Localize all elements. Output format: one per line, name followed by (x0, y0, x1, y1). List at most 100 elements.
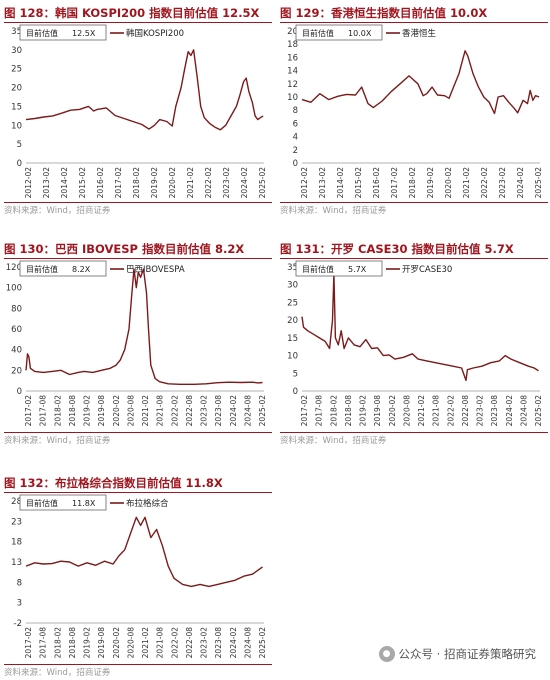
series-line (25, 268, 263, 386)
y-tick-label: 10 (287, 93, 298, 103)
chart-title: 图 128：韩国 KOSPI200 指数目前估值 12.5X (4, 6, 260, 20)
y-tick-label: 20 (11, 366, 22, 376)
series-line (25, 516, 263, 588)
x-tick-label: 2018-02 (329, 395, 338, 427)
x-tick-label: 2019-02 (426, 167, 435, 199)
legend-box-label: 目前估值 (26, 498, 58, 508)
y-tick-label: 0 (293, 387, 298, 397)
x-tick-label: 2023-08 (214, 395, 223, 427)
series-line (25, 49, 264, 131)
x-tick-label: 2024-02 (240, 167, 249, 199)
legend-box (19, 260, 107, 277)
x-tick-label: 2018-02 (53, 627, 62, 659)
legend-box (19, 494, 107, 511)
x-tick-label: 2016-02 (372, 167, 381, 199)
chart-source: 资料来源：Wind，招商证券 (4, 668, 111, 678)
x-tick-label: 2018-02 (53, 395, 62, 427)
legend-box (19, 24, 107, 41)
y-tick-label: 18 (287, 40, 298, 50)
watermark-text: 公众号 · 招商证券策略研究 (398, 646, 536, 661)
x-tick-label: 2025-02 (534, 167, 543, 199)
legend-box-value: 5.7X (348, 265, 367, 274)
y-tick-label: 3 (17, 599, 22, 609)
x-tick-label: 2024-02 (229, 627, 238, 659)
y-tick-label: 20 (11, 84, 22, 94)
x-tick-label: 2018-08 (68, 627, 77, 659)
chart-panel-129: 图 129：香港恒生指数目前估值 10.0X 0 2 4 6 8 10 12 14 16 18 20… (280, 4, 548, 216)
chart-source: 资料来源：Wind，招商证券 (4, 436, 111, 446)
x-tick-label: 2019-02 (150, 167, 159, 199)
y-tick-label: 35 (287, 263, 298, 273)
y-tick-label: -2 (14, 619, 22, 629)
y-tick-label: 0 (17, 159, 22, 169)
legend-series-label: 韩国KOSPI200 (126, 28, 184, 39)
x-tick-label: 2025-02 (534, 395, 543, 427)
y-tick-label: 0 (17, 387, 22, 397)
legend-series-label: 香港恒生 (402, 28, 437, 39)
x-tick-label: 2025-02 (258, 395, 267, 427)
series-line (301, 50, 540, 115)
x-tick-label: 2023-02 (200, 627, 209, 659)
x-tick-label: 2016-02 (96, 167, 105, 199)
legend-box-label: 目前估值 (26, 264, 58, 274)
source-rule (4, 432, 272, 433)
wechat-icon: ● (378, 646, 395, 662)
y-tick-label: 30 (287, 281, 298, 291)
x-tick-label: 2022-02 (170, 395, 179, 427)
x-tick-label: 2021-02 (141, 627, 150, 659)
x-tick-label: 2017-08 (39, 627, 48, 659)
x-tick-label: 2020-02 (112, 395, 121, 427)
chart-source: 资料来源：Wind，招商证券 (4, 206, 111, 216)
x-tick-label: 2017-02 (114, 167, 123, 199)
chart-panel-132: 图 132：布拉格综合指数目前估值 11.8X -2 3 8 13 18 23 28 2017… (4, 474, 272, 678)
x-tick-label: 2021-02 (141, 395, 150, 427)
y-tick-label: 8 (293, 106, 298, 116)
legend-box-value: 10.0X (348, 29, 372, 38)
x-tick-label: 2025-02 (258, 167, 267, 199)
x-tick-label: 2017-02 (24, 627, 33, 659)
y-tick-label: 10 (11, 121, 22, 131)
y-tick-label: 15 (287, 334, 298, 344)
x-tick-label: 2022-08 (185, 395, 194, 427)
chart-title: 图 131：开罗 CASE30 指数目前估值 5.7X (280, 242, 514, 256)
y-tick-label: 20 (287, 316, 298, 326)
y-tick-label: 20 (287, 27, 298, 37)
x-tick-label: 2017-02 (24, 395, 33, 427)
x-tick-label: 2012-02 (300, 167, 309, 199)
y-tick-label: 28 (11, 497, 22, 507)
y-tick-label: 2 (293, 146, 298, 156)
legend-box-value: 11.8X (72, 499, 96, 508)
x-tick-label: 2017-08 (315, 395, 324, 427)
y-tick-label: 14 (287, 67, 298, 77)
wechat-watermark: ● 公众号 · 招商证券策略研究 (378, 646, 536, 662)
x-tick-label: 2014-02 (60, 167, 69, 199)
y-tick-label: 12 (287, 80, 298, 90)
x-tick-label: 2020-02 (168, 167, 177, 199)
y-tick-label: 16 (287, 53, 298, 63)
x-tick-label: 2019-08 (373, 395, 382, 427)
chart-ibovespa: 0 20 40 60 80 100 120 2017-02 2017-08 2018-02 2018… (6, 260, 267, 427)
y-tick-label: 60 (11, 325, 22, 335)
y-tick-label: 100 (6, 284, 22, 294)
source-rule (280, 202, 548, 203)
x-tick-label: 2019-02 (83, 395, 92, 427)
x-tick-label: 2023-02 (498, 167, 507, 199)
x-tick-label: 2023-02 (476, 395, 485, 427)
chart-case30: 0 5 10 15 20 25 30 35 2017-02 2017-08 2018-02 2018-… (287, 260, 543, 427)
chart-hang-seng: 0 2 4 6 8 10 12 14 16 18 20 2012-02 2013-02 2014-02 20… (287, 24, 543, 199)
x-tick-label: 2022-02 (204, 167, 213, 199)
legend-box-label: 目前估值 (302, 28, 334, 38)
x-tick-label: 2024-08 (243, 627, 252, 659)
legend-box (295, 260, 383, 277)
source-rule (4, 664, 272, 665)
y-tick-label: 5 (293, 369, 298, 379)
x-tick-label: 2020-08 (126, 627, 135, 659)
title-rule (4, 258, 272, 259)
x-tick-label: 2013-02 (42, 167, 51, 199)
y-tick-label: 25 (11, 65, 22, 75)
legend-series-label: 布拉格综合 (126, 498, 169, 509)
x-tick-label: 2023-08 (490, 395, 499, 427)
legend-series-label: 巴西IBOVESPA (126, 265, 185, 275)
x-tick-label: 2012-02 (24, 167, 33, 199)
legend-box-label: 目前估值 (26, 28, 58, 38)
